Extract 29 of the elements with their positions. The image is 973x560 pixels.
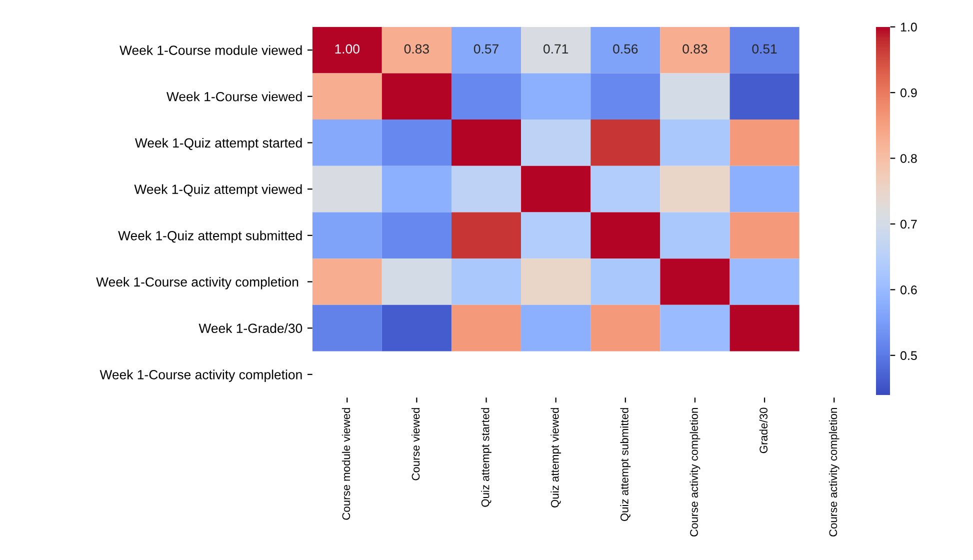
data-label: 0.71 <box>544 44 568 54</box>
color-bar-label: 1.0 <box>900 22 917 32</box>
x-tick-label: Quiz attempt viewed <box>550 408 562 508</box>
x-tick-label: Course activity completion <box>690 408 700 536</box>
color-bar-label: 0.7 <box>900 220 917 229</box>
data-label: 0.56 <box>613 44 638 54</box>
y-tick-label: Week 1-Grade/30 <box>198 323 302 333</box>
color-bar-label: 0.8 <box>900 154 917 163</box>
x-tick-label: Quiz attempt started <box>481 408 492 507</box>
x-tick-label: Quiz attempt submitted <box>620 408 631 522</box>
data-label: 0.57 <box>474 44 498 54</box>
x-tick-label: Course module viewed <box>342 408 350 520</box>
y-tick-label: Week 1-Quiz attempt viewed <box>134 184 302 197</box>
x-tick-label: Grade/30 <box>759 408 768 454</box>
data-label: 0.83 <box>404 44 429 54</box>
y-tick-label: Week 1-Course module viewed <box>120 45 302 55</box>
y-tick-label: Week 1-Course activity completion <box>96 276 298 290</box>
data-label: 1.00 <box>335 44 360 54</box>
y-tick-label: Week 1-Quiz attempt started <box>134 138 302 150</box>
y-tick-label: Week 1-Course activity completion <box>100 370 302 382</box>
data-label: 0.51 <box>752 44 777 54</box>
x-tick-label: Course activity completion <box>828 408 840 536</box>
x-tick-label: Course viewed <box>412 408 420 480</box>
color-bar-label: 0.6 <box>900 285 917 294</box>
data-label: 0.83 <box>682 44 708 54</box>
color-bar-label: 0.5 <box>900 351 917 360</box>
y-tick-label: Week 1-Quiz attempt submitted <box>118 230 302 243</box>
color-bar-label: 0.9 <box>900 88 917 98</box>
y-tick-label: Week 1-Course viewed <box>166 92 302 102</box>
